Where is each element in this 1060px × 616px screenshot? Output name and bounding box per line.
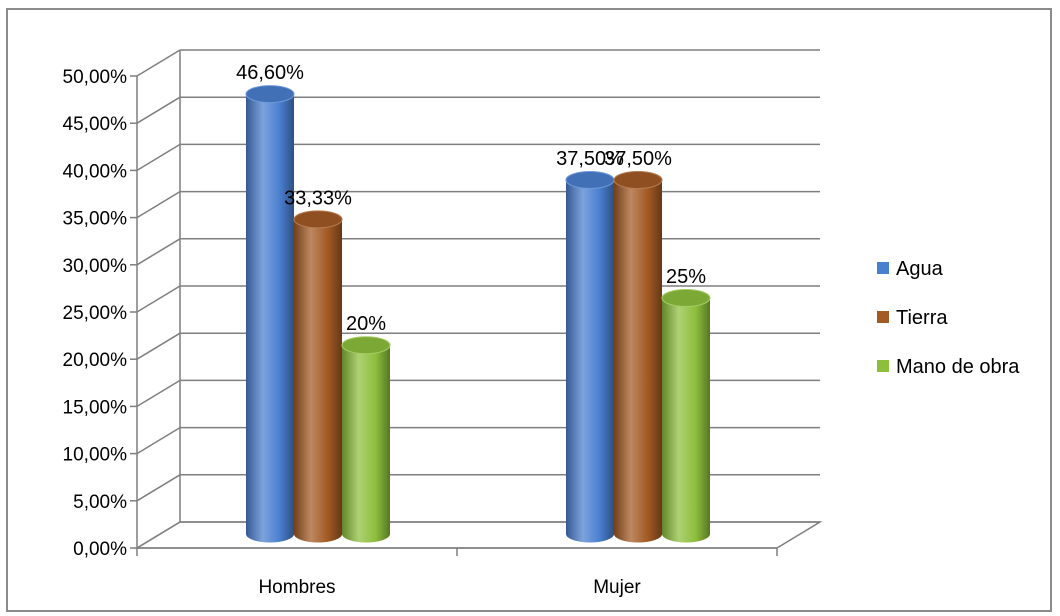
- legend: Agua Tierra Mano de obra: [877, 258, 1020, 378]
- legend-label: Agua: [896, 258, 944, 280]
- data-labels: 46,60% 33,33% 20% 37,50%37,50% 25%: [236, 62, 706, 335]
- y-tick-label: 35,00%: [63, 209, 128, 230]
- y-tick-label: 25,00%: [63, 303, 128, 324]
- y-tick-label: 50,00%: [63, 67, 128, 88]
- gridline-side: [136, 332, 181, 360]
- y-tick-label: 20,00%: [63, 350, 128, 371]
- legend-label: Mano de obra: [896, 356, 1020, 378]
- gridlines: [136, 49, 820, 549]
- chart-walls: [134, 50, 823, 549]
- y-tick-label: 40,00%: [63, 161, 128, 182]
- gridline-side: [136, 474, 181, 502]
- gridline-side: [136, 49, 181, 77]
- bar: [294, 219, 342, 543]
- bar-top: [613, 171, 663, 189]
- data-label: 37,50%: [556, 148, 624, 170]
- gridline-side: [136, 238, 181, 266]
- data-label: 37,50%: [604, 148, 672, 170]
- bar: [662, 298, 710, 543]
- gridline-side: [136, 379, 181, 408]
- data-label: 20%: [346, 313, 386, 335]
- bar: [246, 94, 294, 543]
- bar: [342, 345, 390, 543]
- chart-floor: [134, 521, 823, 549]
- bars: [245, 85, 711, 543]
- gridline-side: [136, 521, 181, 549]
- gridline-side: [136, 143, 181, 172]
- axes: 0,00% 5,00% 10,00% 15,00% 20,00% 25,00% 30,00%…: [63, 67, 778, 598]
- legend-label: Tierra: [896, 307, 948, 329]
- bar-top: [341, 336, 391, 355]
- y-tick-label: 45,00%: [63, 114, 128, 135]
- gridline-side: [136, 190, 181, 219]
- bar: [566, 180, 614, 543]
- y-tick-label: 0,00%: [73, 539, 127, 560]
- y-tick-label: 30,00%: [63, 256, 128, 277]
- bar-top: [565, 171, 615, 189]
- data-label: 46,60%: [236, 62, 304, 84]
- data-label: 33,33%: [284, 187, 352, 209]
- data-label: 25%: [666, 266, 706, 288]
- bar-top: [245, 85, 295, 104]
- legend-swatch: [877, 360, 889, 372]
- y-tick-label: 5,00%: [73, 492, 127, 513]
- x-tick-label: Mujer: [593, 577, 641, 598]
- gridline-side: [136, 426, 181, 455]
- y-tick-label: 10,00%: [63, 445, 128, 466]
- gridline-side: [136, 96, 181, 124]
- bar: [614, 180, 662, 543]
- legend-swatch: [877, 262, 889, 274]
- y-tick-label: 15,00%: [63, 397, 128, 418]
- legend-swatch: [877, 311, 889, 323]
- gridline-side: [136, 285, 181, 313]
- bar-top: [293, 210, 343, 229]
- bar-top: [661, 289, 711, 307]
- x-tick-label: Hombres: [258, 577, 335, 598]
